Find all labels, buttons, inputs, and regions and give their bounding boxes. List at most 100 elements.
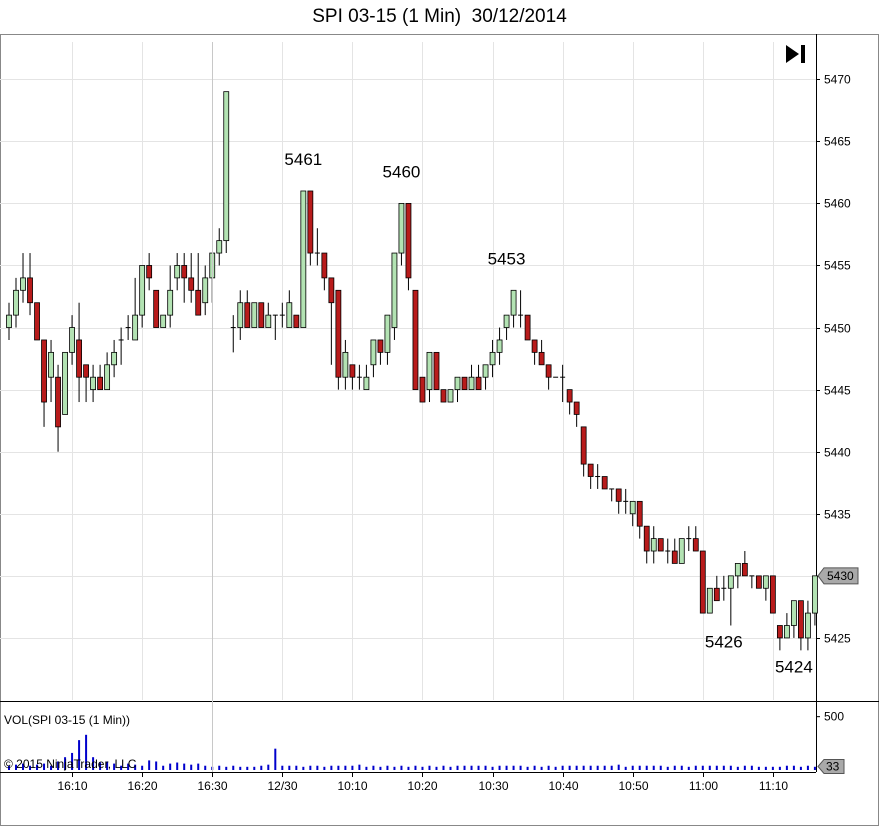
chart-frame	[0, 34, 879, 826]
candle-body	[755, 575, 762, 589]
candle-body	[426, 351, 433, 391]
candle-body	[104, 364, 111, 391]
candle	[629, 500, 636, 527]
volume-bar	[666, 766, 669, 770]
candle	[496, 327, 503, 365]
candle	[545, 364, 552, 390]
candle-body	[377, 339, 384, 353]
volume-bar	[484, 765, 487, 770]
volume-bar	[344, 765, 347, 770]
volume-bars	[8, 716, 844, 770]
candle	[643, 525, 650, 564]
candle	[580, 426, 587, 477]
candle	[48, 339, 54, 403]
time-tick-label: 16:10	[57, 779, 87, 793]
candle	[398, 202, 405, 266]
volume-bar	[99, 762, 102, 770]
volume-bar	[351, 765, 354, 770]
volume-bar	[36, 764, 39, 770]
volume-bar	[260, 765, 263, 770]
candle-body	[328, 277, 335, 304]
candle	[244, 290, 251, 328]
play-icon	[786, 45, 799, 63]
candle-body	[496, 339, 503, 353]
volume-bar	[526, 766, 529, 770]
price-tick-label: 5465	[824, 135, 851, 149]
volume-bar	[729, 765, 732, 770]
volume-bar	[771, 766, 774, 770]
candle-body	[174, 265, 181, 279]
volume-bar	[22, 763, 25, 770]
candle	[111, 339, 118, 378]
volume-bar	[78, 740, 81, 770]
candle	[678, 538, 685, 564]
candle-body	[34, 302, 40, 341]
candle	[671, 538, 678, 564]
candle	[307, 190, 314, 266]
candle-body	[76, 339, 82, 378]
volume-bar	[547, 765, 550, 770]
candle-body	[615, 488, 622, 502]
candle	[279, 302, 285, 328]
candle	[573, 401, 580, 427]
volume-bar	[694, 765, 697, 770]
candle-body	[461, 376, 468, 391]
volume-bar	[183, 763, 186, 770]
candle-body	[195, 289, 202, 316]
candle-body	[805, 612, 811, 639]
volume-bar	[596, 765, 599, 770]
volume-bar	[582, 765, 585, 770]
volume-bar	[407, 766, 410, 770]
volume-bar	[673, 765, 676, 770]
time-tick-label: 16:30	[197, 779, 227, 793]
candle	[566, 389, 573, 415]
candle	[461, 376, 468, 391]
volume-bar	[71, 752, 74, 770]
candle	[447, 389, 454, 403]
time-gridlines	[72, 42, 774, 777]
candle	[609, 488, 615, 502]
candle	[342, 339, 349, 390]
candle	[265, 302, 272, 328]
candle	[230, 315, 236, 353]
candle-body	[293, 314, 300, 328]
volume-bar	[491, 766, 494, 770]
volume-bar	[288, 765, 291, 770]
volume-bar	[155, 761, 158, 770]
candle	[195, 253, 202, 316]
volume-bar	[316, 765, 319, 770]
candle-body	[300, 190, 307, 328]
volume-tick-label: 500	[824, 710, 844, 724]
volume-bar	[295, 765, 298, 770]
end-bar-icon	[801, 45, 805, 63]
candle-body	[265, 314, 272, 328]
volume-bar	[624, 766, 627, 770]
last-price-badge: 5430	[817, 567, 859, 585]
candle-body	[643, 525, 650, 552]
candle	[518, 290, 524, 328]
price-tick-label: 5435	[824, 508, 851, 522]
volume-bar	[239, 766, 242, 770]
volume-bar	[232, 765, 235, 770]
candle-body	[503, 314, 510, 328]
last-price-label: 5430	[827, 569, 854, 583]
candle-body	[132, 314, 139, 341]
volume-bar	[162, 765, 165, 770]
volume-bar	[701, 765, 704, 770]
candle	[34, 302, 40, 341]
candle-body	[349, 364, 356, 378]
volume-bar	[813, 766, 816, 770]
candle	[97, 364, 104, 391]
candle	[783, 613, 790, 639]
scroll-to-end-button[interactable]	[786, 45, 805, 63]
volume-bar	[617, 764, 620, 770]
volume-bar	[589, 765, 592, 770]
candle	[762, 575, 769, 601]
candle	[118, 327, 124, 365]
candle-body	[244, 302, 251, 328]
candle-body	[629, 500, 636, 515]
candle-body	[468, 376, 475, 391]
volume-bar	[421, 766, 424, 770]
